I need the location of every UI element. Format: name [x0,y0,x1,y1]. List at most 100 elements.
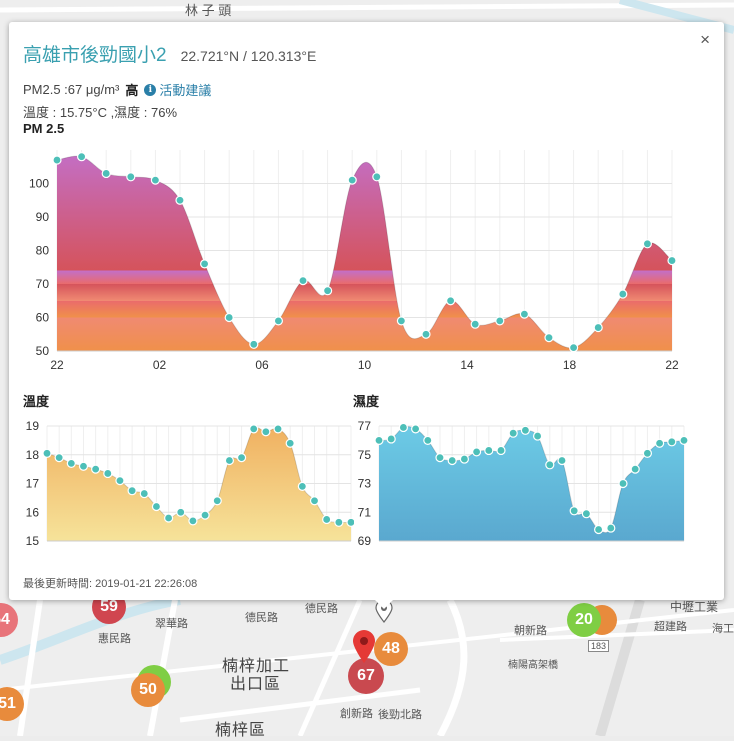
data-point[interactable] [569,506,579,516]
data-point[interactable] [298,276,308,286]
data-point[interactable] [236,453,247,463]
data-point[interactable] [533,431,543,441]
station-marker[interactable]: 20 [567,603,601,637]
data-point[interactable] [495,316,505,326]
data-point[interactable] [496,445,506,456]
data-point[interactable] [508,428,518,438]
data-point[interactable] [347,175,357,185]
station-marker[interactable]: 50 [131,673,165,707]
station-marker[interactable]: 51 [0,687,24,721]
map-street-label: 海工路 [712,623,734,635]
station-marker-selected[interactable]: 67 [348,658,384,694]
temperature-chart[interactable]: 15 16 17 18 19 [9,408,354,558]
data-point[interactable] [386,434,396,444]
data-point[interactable] [200,259,210,269]
data-point[interactable] [630,464,640,474]
data-point[interactable] [568,343,579,353]
data-point[interactable] [655,438,665,448]
data-point[interactable] [150,175,160,185]
data-point[interactable] [667,437,677,447]
data-point[interactable] [484,445,494,456]
last-updated: 最後更新時間: 2019-01-21 22:26:08 [23,578,198,590]
data-point[interactable] [285,438,295,448]
data-point[interactable] [249,339,259,349]
data-point[interactable] [76,152,87,162]
data-point[interactable] [309,496,320,506]
data-point[interactable] [224,312,234,323]
data-point[interactable] [667,255,677,266]
data-point[interactable] [581,509,591,519]
data-point[interactable] [372,172,382,182]
data-point[interactable] [435,453,445,463]
data-point[interactable] [115,476,125,486]
map-place-label: 中壢工業 [670,600,719,614]
data-point[interactable] [374,435,384,445]
station-name-link[interactable]: 高雄市後勁國小2 [23,45,167,66]
data-point[interactable] [101,168,111,179]
data-point[interactable] [618,478,628,489]
activity-advice-link[interactable]: i 活動建議 [144,80,211,99]
data-point[interactable] [322,514,332,525]
data-point[interactable] [91,464,101,474]
data-point[interactable] [642,448,652,458]
data-point[interactable] [42,448,52,458]
data-point[interactable] [176,507,186,517]
map-street-label: 翠華路 [155,618,188,630]
data-point[interactable] [679,435,689,445]
data-point[interactable] [334,517,344,527]
data-point[interactable] [297,481,307,491]
data-point[interactable] [396,316,406,326]
data-point[interactable] [126,172,136,182]
data-point[interactable] [398,422,409,433]
data-point[interactable] [447,455,457,466]
data-point[interactable] [472,447,482,457]
data-point[interactable] [151,501,162,512]
station-marker[interactable]: 48 [374,632,408,666]
data-point[interactable] [127,486,137,496]
humidity-chart[interactable]: 69 71 73 75 77 [339,408,694,558]
data-point[interactable] [642,239,653,249]
data-point[interactable] [78,461,89,471]
data-point[interactable] [66,458,76,468]
temperature-chart-title: 溫度 [23,394,50,409]
data-point[interactable] [273,316,283,326]
y-tick-label: 50 [36,344,50,358]
data-point[interactable] [346,517,354,527]
data-point[interactable] [188,516,198,526]
data-point[interactable] [606,523,616,533]
data-point[interactable] [323,286,333,296]
data-point[interactable] [273,424,283,434]
data-point[interactable] [459,454,470,464]
data-point[interactable] [519,309,530,319]
y-tick-label: 90 [36,210,50,224]
station-popup: × 高雄市後勁國小2 22.721°N / 120.313°E PM2.5 :6… [9,22,724,600]
data-point[interactable] [618,289,628,299]
data-point[interactable] [557,455,567,466]
data-point[interactable] [54,453,64,463]
data-point[interactable] [520,425,530,435]
data-point[interactable] [175,195,185,205]
data-point[interactable] [423,435,433,445]
station-marker[interactable]: 54 [0,603,18,637]
data-point[interactable] [103,468,113,479]
data-point[interactable] [545,460,555,470]
data-point[interactable] [593,322,603,333]
data-point[interactable] [470,319,480,329]
data-point[interactable] [410,424,421,434]
data-point[interactable] [446,296,456,306]
data-point[interactable] [139,488,149,499]
data-point[interactable] [200,510,210,520]
map-street-label: 後勁北路 [378,709,422,721]
data-point[interactable] [594,524,604,535]
data-point[interactable] [164,513,174,523]
data-point[interactable] [212,496,222,506]
data-point[interactable] [249,424,259,434]
data-point[interactable] [421,329,431,339]
pm25-chart[interactable]: 50 60 70 80 90 100 22 02 06 10 14 18 22 [9,137,709,382]
data-point[interactable] [224,455,234,466]
data-point[interactable] [544,333,554,343]
close-button[interactable]: × [700,30,710,49]
location-pin-icon[interactable] [352,630,376,664]
data-point[interactable] [261,427,271,437]
data-point[interactable] [52,155,62,165]
